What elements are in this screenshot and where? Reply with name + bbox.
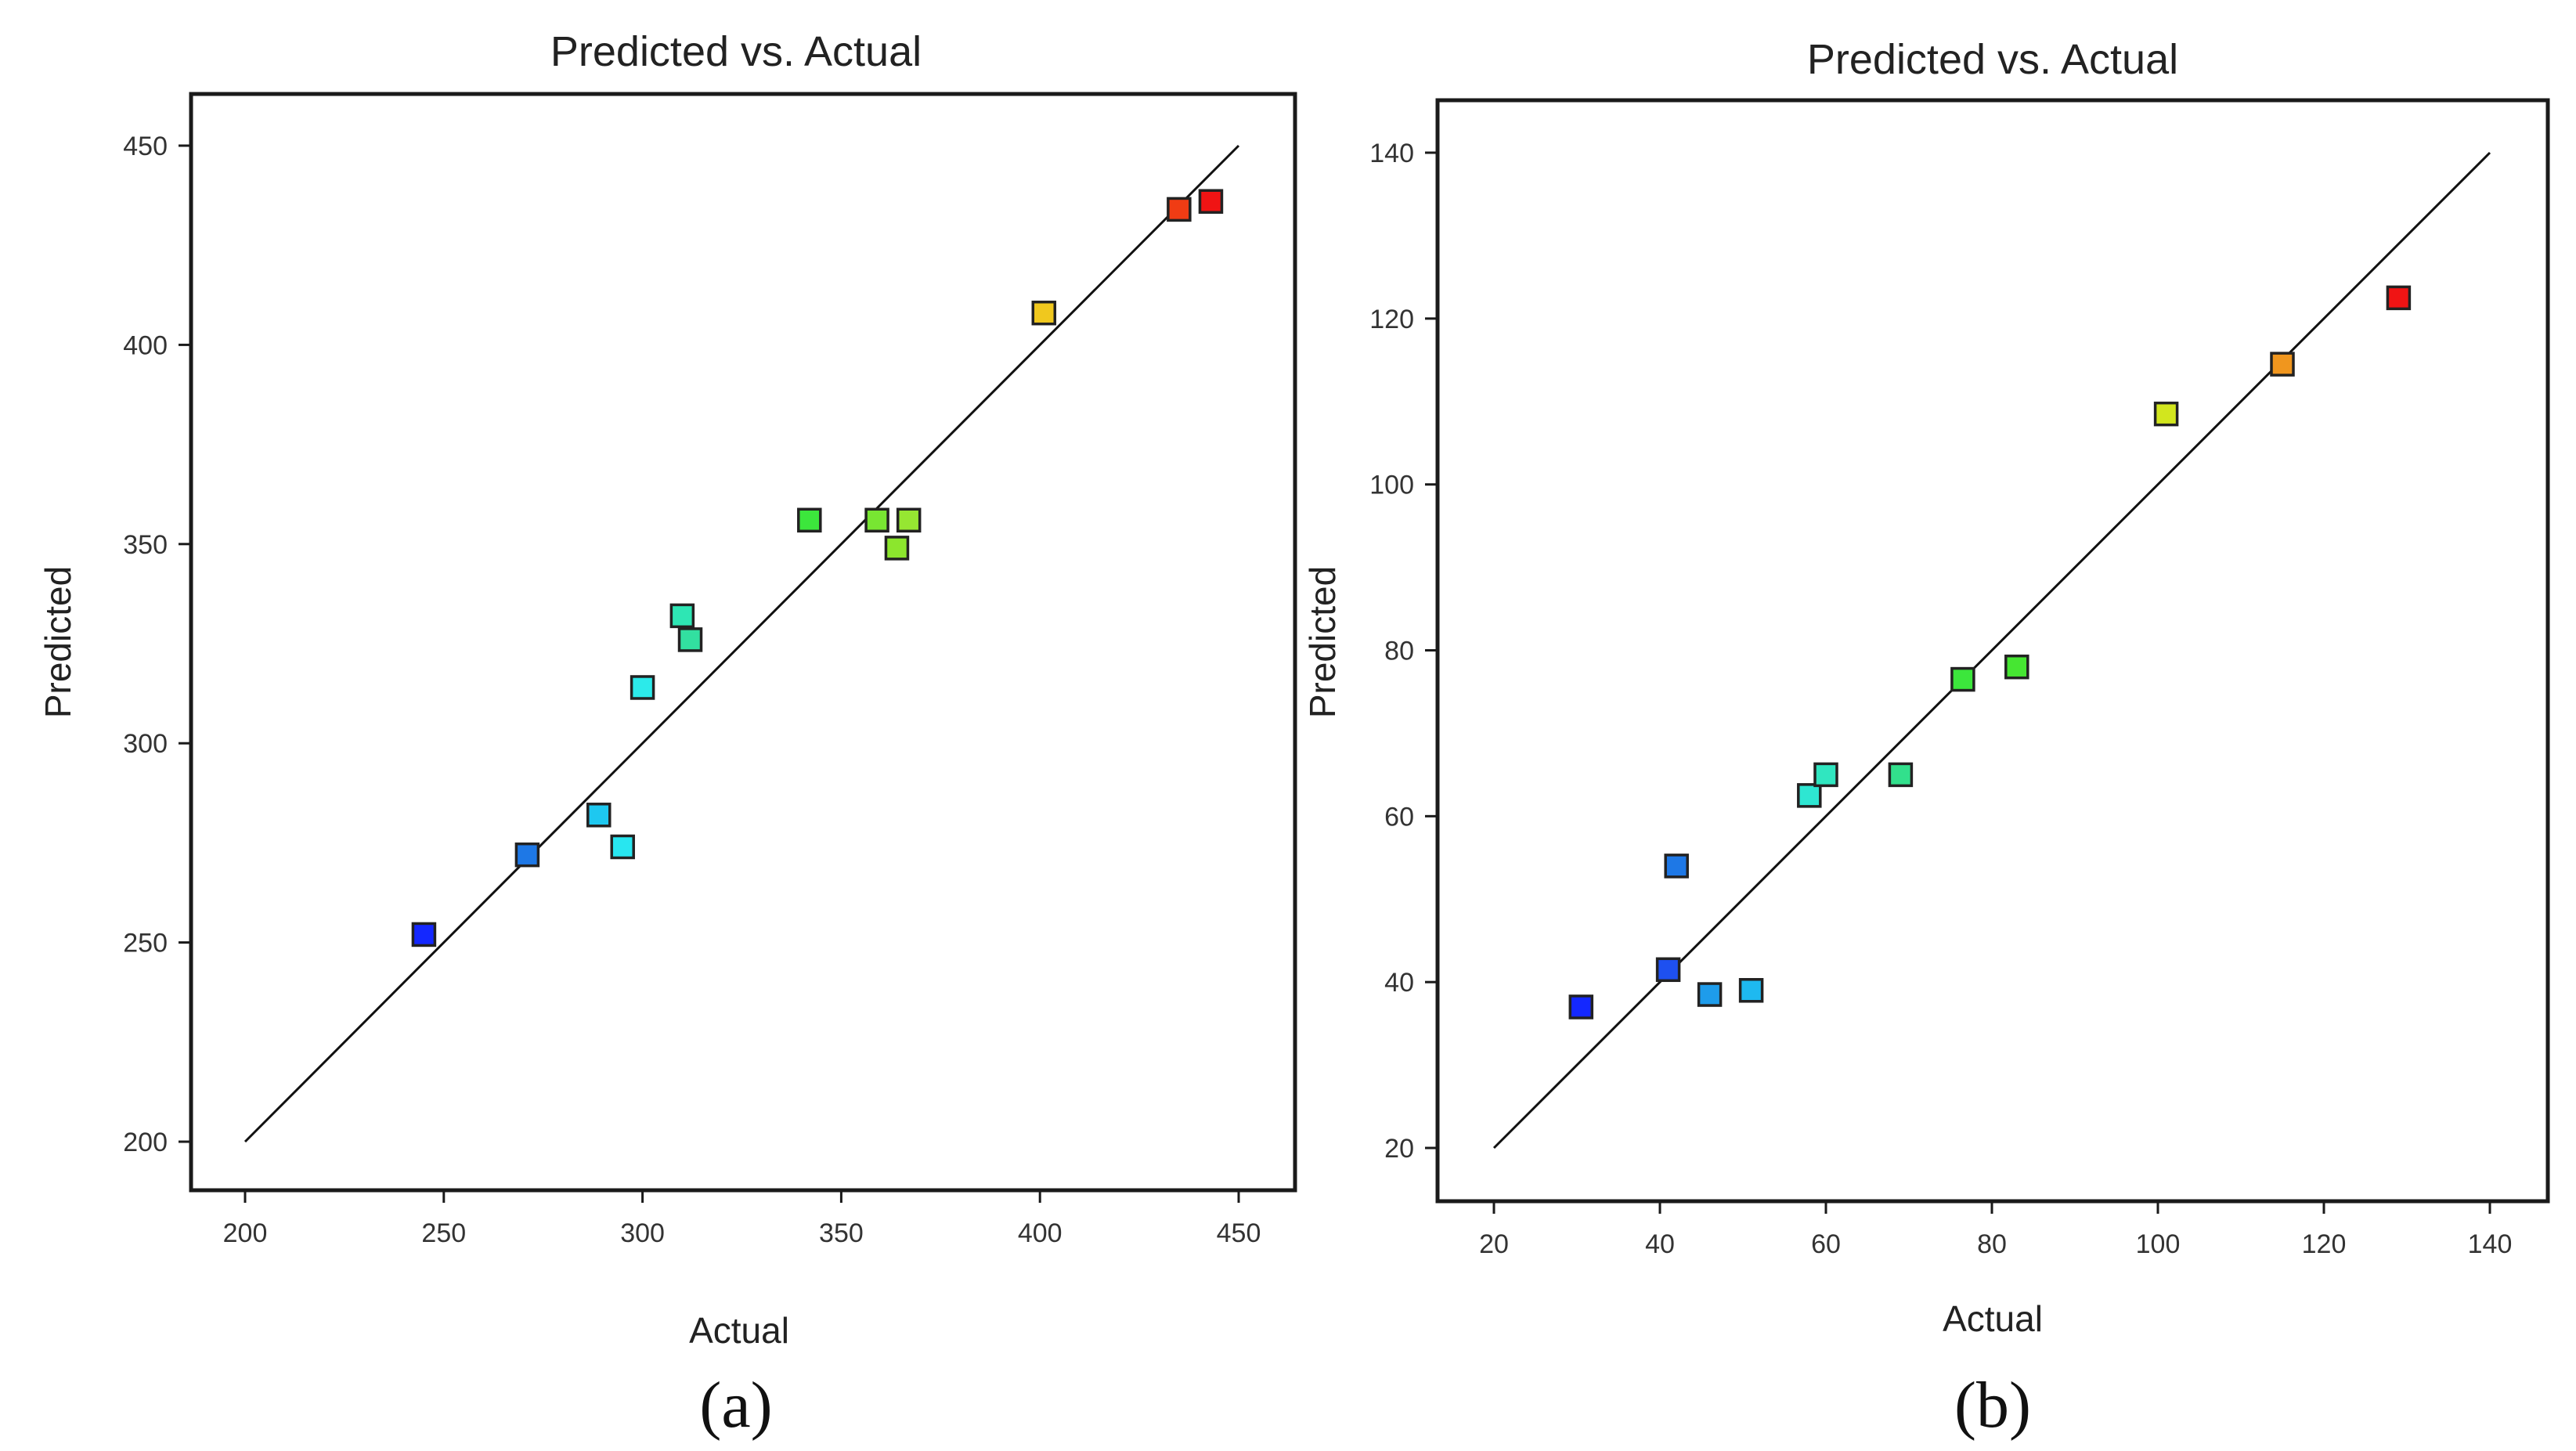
x-tick-label: 450 [1217,1218,1261,1248]
data-point [1888,762,1914,788]
y-tick-label: 200 [123,1128,168,1157]
data-point [1950,666,1975,692]
chart-b-panel-label: (b) [1954,1369,2031,1442]
x-tick-label: 80 [1977,1229,2007,1259]
y-tick-label: 350 [123,530,168,560]
data-point [1568,994,1594,1020]
chart-panel-a: Predicted vs. Actual 200 250 300 350 400 450 … [38,28,1297,1442]
chart-a-plot-frame [189,92,1297,1193]
y-tick-label: 400 [123,330,168,360]
data-point [610,834,635,860]
x-tick-label: 200 [223,1218,268,1248]
data-point [896,507,922,533]
chart-b-x-axis: 20 40 60 80 100 120 140 [1479,1201,2512,1259]
data-point [586,803,612,828]
chart-a-title: Predicted vs. Actual [550,28,922,75]
data-point [1655,957,1681,983]
x-tick-label: 400 [1018,1218,1063,1248]
data-point [1198,189,1224,214]
x-tick-label: 300 [620,1218,665,1248]
x-tick-label: 250 [421,1218,466,1248]
chart-b-y-axis: 20 40 60 80 100 120 140 [1369,139,1438,1164]
data-point [864,507,889,533]
data-point [884,536,910,561]
y-tick-label: 60 [1384,802,1414,832]
chart-b-points [1568,285,2412,1020]
x-tick-label: 60 [1811,1229,1841,1259]
x-tick-label: 40 [1645,1229,1675,1259]
data-point [1167,197,1192,222]
data-point [669,603,695,629]
data-point [2004,654,2029,680]
y-tick-label: 100 [1369,471,1414,500]
chart-b-fit-line [1492,151,2491,1150]
y-tick-label: 40 [1384,968,1414,998]
x-tick-label: 350 [819,1218,864,1248]
data-point [630,675,655,700]
chart-b-y-axis-label: Predicted [1302,566,1343,718]
data-point [1697,982,1723,1007]
chart-a-panel-label: (a) [699,1369,772,1442]
chart-a-fit-line [244,144,1240,1143]
data-point [2270,352,2295,377]
data-point [2153,401,2179,427]
y-tick-label: 140 [1369,139,1414,168]
data-point [1031,300,1057,326]
y-tick-label: 80 [1384,637,1414,666]
y-tick-label: 20 [1384,1134,1414,1164]
x-tick-label: 120 [2302,1229,2347,1259]
chart-a-y-axis-label: Predicted [38,566,78,718]
y-tick-label: 250 [123,929,168,958]
chart-a-x-axis-label: Actual [689,1310,789,1351]
data-point [1738,978,1764,1003]
chart-b-title: Predicted vs. Actual [1807,36,2178,83]
data-point [1664,854,1689,879]
data-point [677,627,703,652]
chart-b-x-axis-label: Actual [1943,1298,2043,1339]
data-point [514,842,540,868]
x-tick-label: 100 [2136,1229,2181,1259]
chart-a-points [411,189,1224,947]
data-point [411,922,437,947]
x-tick-label: 20 [1479,1229,1509,1259]
data-point [1797,783,1822,808]
y-tick-label: 450 [123,132,168,161]
chart-a-y-axis: 200 250 300 350 400 450 [123,132,191,1157]
y-tick-label: 300 [123,729,168,759]
y-tick-label: 120 [1369,305,1414,334]
data-point [797,507,822,533]
chart-a-x-axis: 200 250 300 350 400 450 [223,1190,1261,1248]
chart-panel-b: Predicted vs. Actual 20 40 60 80 100 120 140 2… [1302,36,2550,1442]
data-point [2386,285,2412,311]
data-point [1813,762,1838,788]
x-tick-label: 140 [2468,1229,2513,1259]
